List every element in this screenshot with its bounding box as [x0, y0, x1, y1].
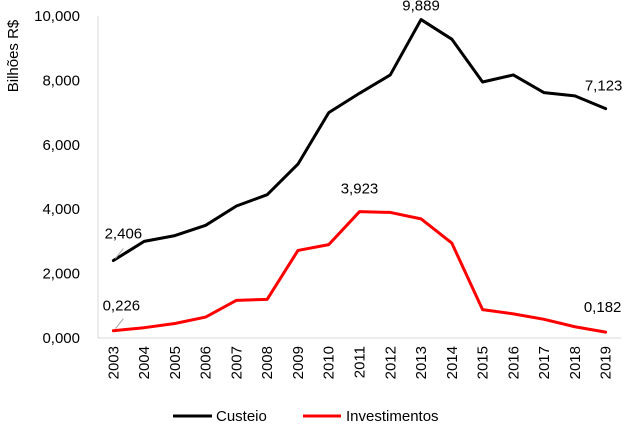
x-tick-label: 2013 [413, 346, 430, 379]
data-label: 2,406 [105, 226, 143, 243]
series-line-investimentos [111, 210, 608, 334]
x-tick-label: 2011 [352, 346, 369, 378]
x-tick-label: 2010 [321, 346, 338, 379]
x-tick-label: 2006 [198, 346, 215, 379]
y-axis-title: Bilhões R$ [5, 19, 22, 92]
x-tick-label: 2005 [167, 346, 184, 379]
x-tick-label: 2017 [536, 346, 553, 379]
data-label: 0,226 [103, 298, 141, 315]
y-tick-label: 4,000 [42, 201, 80, 218]
x-tick-label: 2003 [105, 346, 122, 379]
x-tick-label: 2015 [475, 346, 492, 379]
x-tick-label: 2018 [567, 346, 584, 379]
y-tick-label: 0,000 [42, 330, 80, 347]
x-tick-label: 2016 [505, 346, 522, 379]
x-tick-label: 2004 [136, 346, 153, 379]
x-tick-label: 2008 [259, 346, 276, 379]
series-line-custeio [111, 18, 608, 263]
x-tick-label: 2007 [228, 346, 245, 379]
data-label: 0,182 [584, 299, 622, 316]
y-tick-label: 8,000 [42, 72, 80, 89]
data-label: 9,889 [402, 0, 440, 15]
x-tick-label: 2009 [290, 346, 307, 379]
y-tick-label: 6,000 [42, 137, 80, 154]
x-tick-label: 2019 [598, 346, 615, 379]
data-label-leader [114, 318, 124, 330]
data-label-leader [114, 248, 124, 259]
data-label: 3,923 [341, 181, 379, 198]
x-tick-label: 2012 [382, 346, 399, 379]
legend-label-custeio: Custeio [216, 408, 267, 424]
data-label: 7,123 [585, 78, 623, 95]
legend-label-investimentos: Investimentos [346, 408, 439, 424]
x-tick-label: 2014 [444, 346, 461, 379]
y-tick-label: 10,000 [34, 8, 80, 25]
y-tick-label: 2,000 [42, 266, 80, 283]
